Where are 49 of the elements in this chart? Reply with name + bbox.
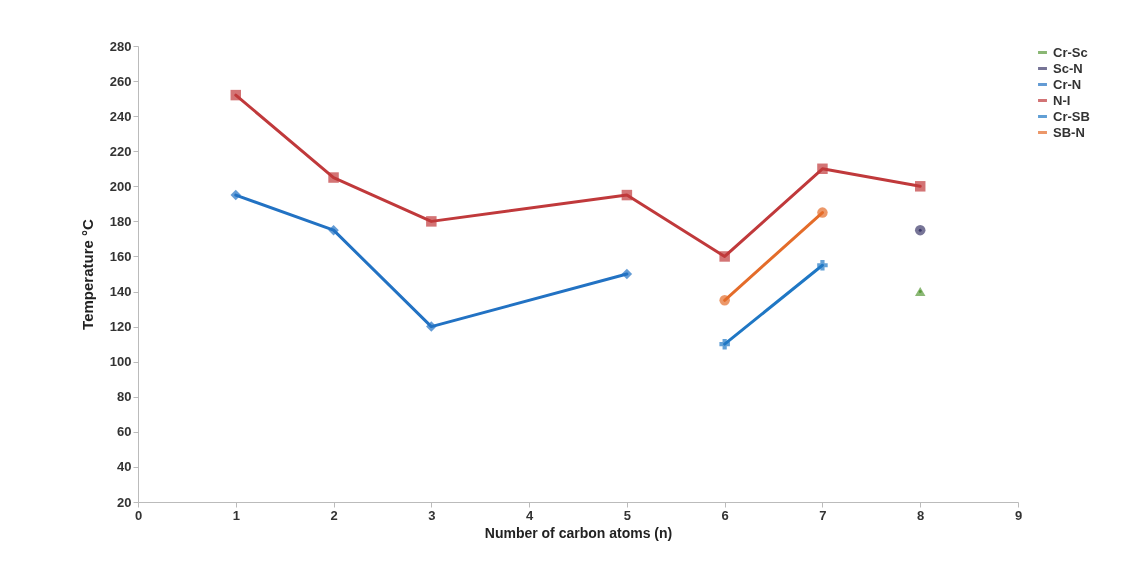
x-axis-title: Number of carbon atoms (n) (484, 524, 673, 541)
x-tick-label: 1 (232, 507, 240, 523)
y-tick-label: 60 (117, 424, 132, 440)
point (719, 251, 730, 262)
point (914, 224, 926, 236)
y-tick-label: 140 (109, 284, 132, 300)
x-tick-label: 8 (917, 507, 925, 523)
legend-label: Cr-N (1053, 76, 1082, 92)
point (719, 295, 730, 306)
y-tick-label: 80 (117, 389, 132, 405)
x-tick-label: 2 (330, 507, 338, 523)
y-tick-label: 240 (109, 108, 132, 124)
point (817, 207, 828, 218)
legend-label: Cr-Sc (1053, 44, 1088, 60)
y-tick-label: 120 (109, 319, 132, 335)
x-tick-label: 6 (721, 507, 729, 523)
y-tick-label: 20 (117, 494, 132, 510)
point (621, 268, 633, 280)
x-tick-label: 9 (1014, 507, 1023, 523)
x-tick-label: 3 (428, 507, 436, 523)
y-tick-label: 280 (109, 38, 132, 54)
legend-label: SB-N (1053, 124, 1085, 140)
y-tick-label: 180 (109, 213, 132, 229)
point (426, 216, 437, 227)
point (719, 338, 730, 350)
point (817, 259, 828, 271)
legend-label: Sc-N (1053, 60, 1083, 76)
y-tick-label: 260 (109, 73, 132, 89)
point (817, 163, 828, 175)
y-tick-label: 160 (109, 248, 132, 264)
y-tick-label: 40 (117, 459, 132, 475)
point (621, 189, 633, 201)
y-axis-title: Temperature °C (78, 218, 96, 330)
x-tick-label: 4 (525, 507, 534, 523)
y-tick-label: 220 (109, 143, 132, 159)
legend-label: Cr-SB (1053, 108, 1090, 124)
y-tick-label: 100 (109, 354, 132, 370)
point (914, 181, 926, 192)
x-tick-label: 5 (623, 507, 632, 523)
point (914, 287, 926, 297)
x-tick-label: 0 (134, 507, 143, 523)
x-tick-label: 7 (819, 507, 827, 523)
point (426, 321, 437, 332)
point (230, 189, 242, 201)
y-tick-label: 200 (109, 178, 132, 194)
legend-label: N-I (1053, 92, 1071, 108)
point (230, 89, 242, 101)
point (328, 224, 339, 236)
point (328, 172, 339, 183)
